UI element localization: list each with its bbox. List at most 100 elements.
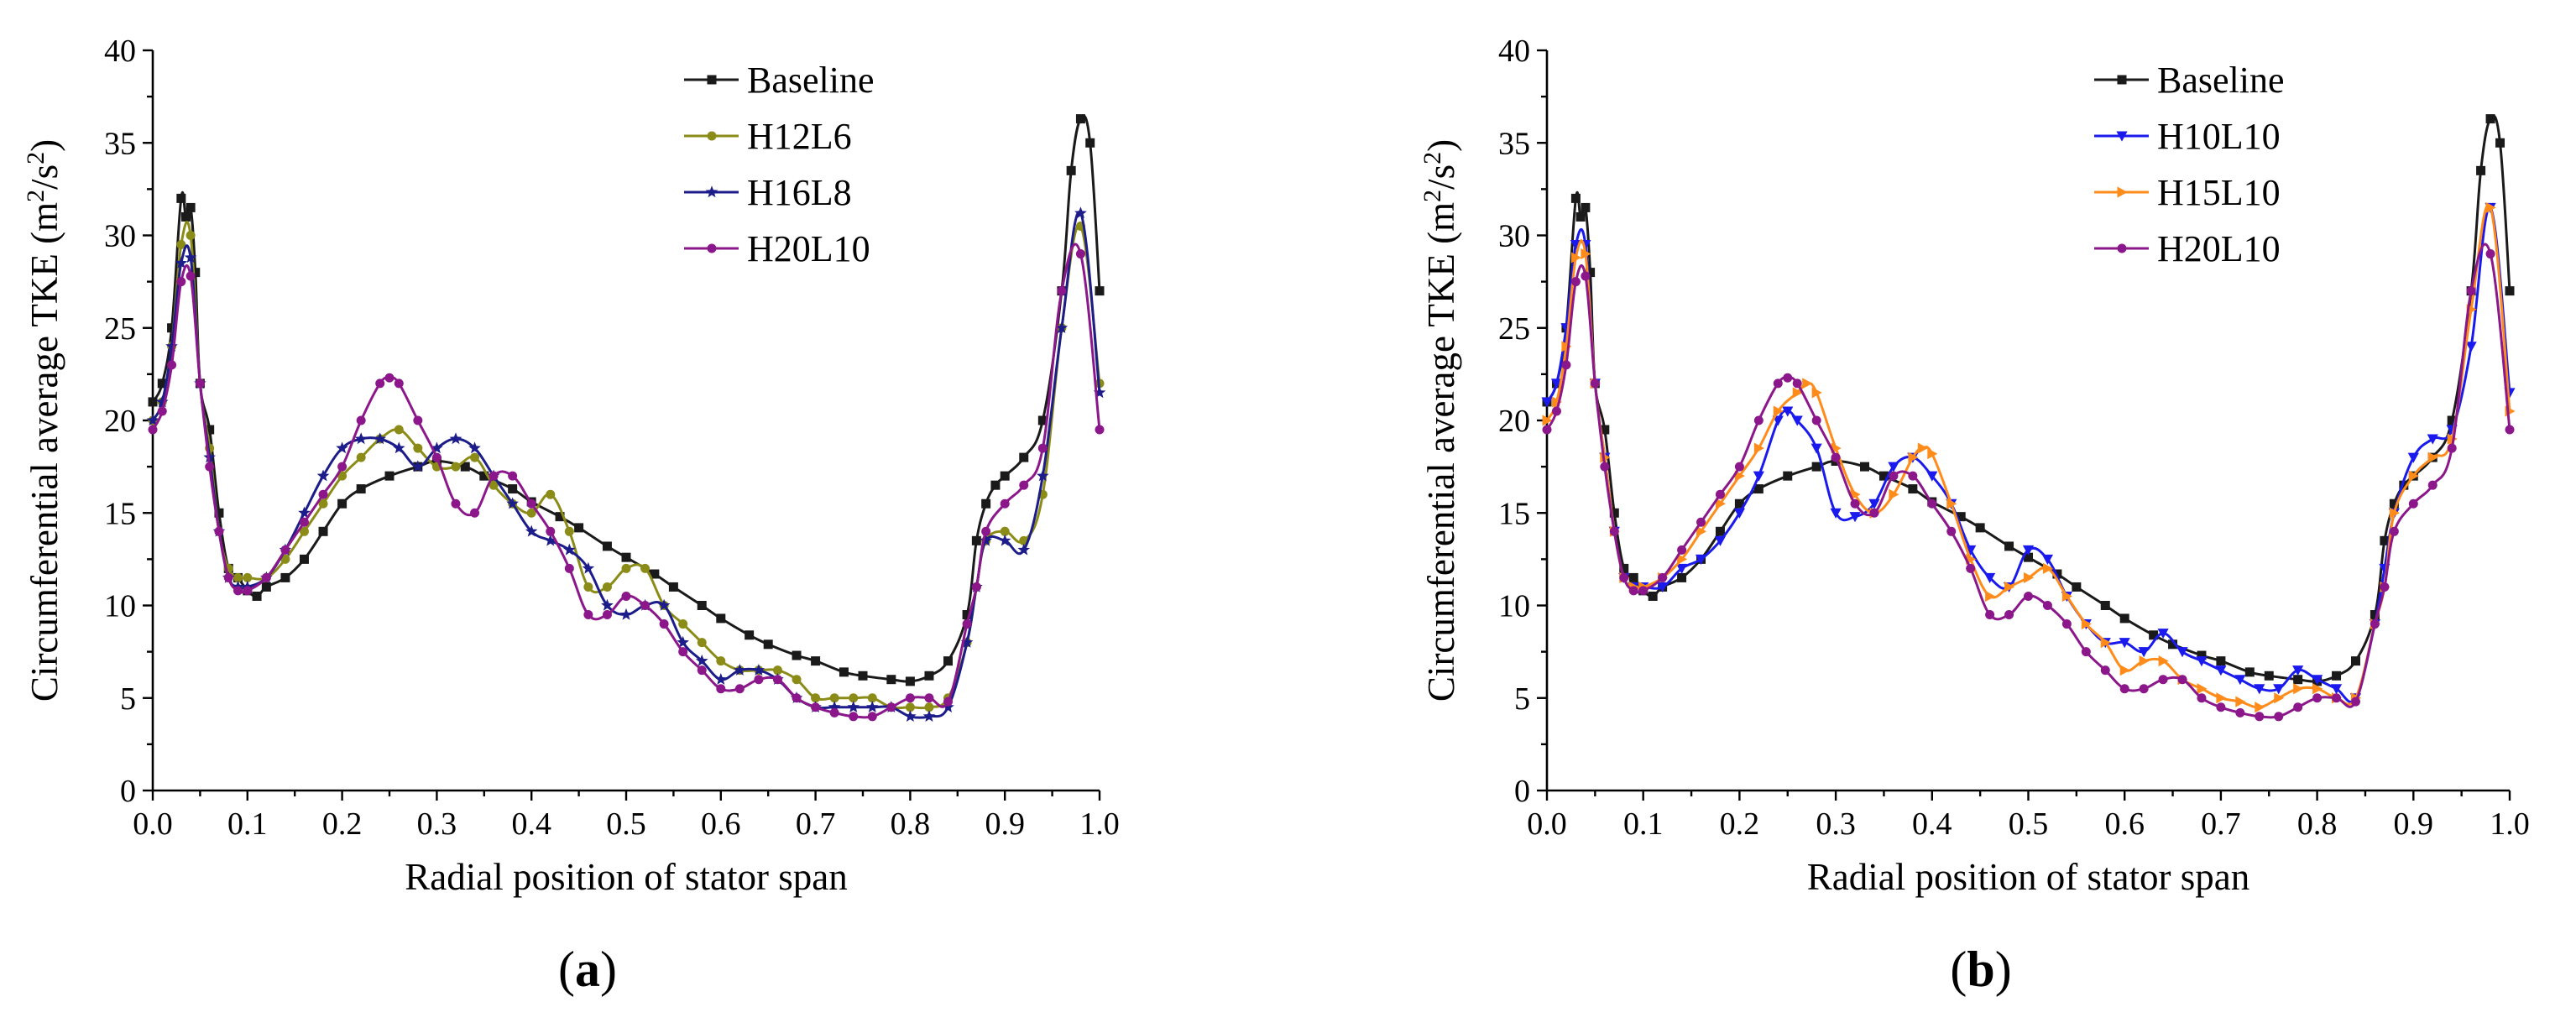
- data-point: [2389, 526, 2399, 536]
- legend-item: H16L8: [684, 172, 852, 213]
- data-point: [1908, 484, 1918, 494]
- legend-item: H20L10: [684, 228, 870, 269]
- data-point: [2139, 655, 2150, 667]
- data-point: [2389, 507, 2400, 519]
- y-tick-label: 0: [120, 774, 136, 809]
- x-tick-label: 0.4: [511, 806, 551, 842]
- data-point: [1926, 471, 1938, 482]
- data-point: [2139, 684, 2149, 694]
- x-tick-label: 0.5: [2009, 806, 2049, 842]
- data-point: [146, 414, 159, 426]
- series-line: [1545, 243, 2511, 719]
- y-tick-label: 20: [1498, 404, 1530, 439]
- data-point: [981, 526, 991, 536]
- data-point: [2264, 671, 2274, 681]
- data-point: [583, 582, 593, 592]
- data-point: [508, 484, 518, 494]
- data-point: [763, 639, 773, 650]
- data-point: [2061, 619, 2072, 629]
- data-point: [659, 619, 669, 629]
- legend-marker: [2116, 131, 2128, 142]
- data-point: [2196, 656, 2208, 667]
- data-point: [2332, 671, 2342, 681]
- data-point: [2427, 451, 2438, 463]
- data-point: [261, 572, 271, 582]
- data-point: [1927, 448, 1938, 460]
- y-tick-label: 35: [104, 126, 136, 161]
- data-point: [2485, 249, 2495, 259]
- data-point: [621, 552, 631, 562]
- data-point: [544, 534, 557, 546]
- x-tick-label: 0.7: [2201, 806, 2241, 842]
- data-point: [508, 471, 518, 481]
- data-point: [866, 701, 879, 712]
- data-point: [176, 193, 186, 203]
- data-point: [214, 526, 224, 536]
- data-point: [2004, 581, 2015, 593]
- data-point: [1542, 415, 1553, 426]
- legend-label: H12L6: [747, 116, 852, 157]
- legend-marker: [707, 243, 717, 253]
- data-point: [2312, 693, 2323, 703]
- data-point: [546, 489, 556, 499]
- legend: Baseline H10L10 H15L10 H20L10: [2094, 60, 2285, 269]
- data-point: [1677, 545, 1687, 555]
- data-point: [1811, 462, 1821, 472]
- data-point: [1657, 582, 1669, 593]
- data-point: [2370, 619, 2380, 629]
- data-point: [2176, 647, 2188, 658]
- legend-item: Baseline: [2094, 60, 2285, 101]
- data-point: [2024, 591, 2033, 601]
- data-point: [1753, 471, 1764, 482]
- data-point: [745, 630, 755, 640]
- data-point: [1057, 286, 1067, 296]
- data-point: [2427, 434, 2438, 445]
- data-point: [1965, 545, 1977, 556]
- data-point: [792, 693, 802, 703]
- data-point: [2274, 712, 2284, 722]
- data-point: [2004, 610, 2014, 620]
- legend-label: H20L10: [2157, 228, 2281, 269]
- data-point: [2024, 571, 2035, 584]
- legend-label: H15L10: [2157, 172, 2281, 213]
- data-point: [318, 526, 328, 536]
- data-point: [431, 452, 442, 462]
- data-point: [697, 638, 707, 648]
- data-point: [1066, 165, 1076, 175]
- data-point: [1830, 508, 1842, 519]
- x-tick-label: 0.5: [606, 806, 646, 842]
- data-point: [1075, 249, 1085, 259]
- data-point: [564, 526, 574, 536]
- data-point: [650, 569, 660, 579]
- data-point: [205, 462, 215, 472]
- data-point: [252, 591, 262, 601]
- data-point: [697, 601, 707, 610]
- data-point: [1908, 451, 1919, 463]
- data-point: [470, 452, 480, 462]
- data-point: [526, 498, 536, 509]
- data-point: [716, 613, 726, 624]
- data-point: [2177, 675, 2187, 685]
- data-point: [1677, 572, 1687, 582]
- data-point: [829, 707, 839, 718]
- data-point: [1733, 508, 1745, 519]
- data-point: [678, 647, 688, 657]
- data-point: [1581, 271, 1591, 281]
- legend-marker: [2117, 243, 2127, 253]
- data-point: [1715, 489, 1725, 499]
- data-point: [2495, 138, 2505, 148]
- data-point: [2119, 684, 2129, 694]
- y-tick-label: 40: [1498, 34, 1530, 69]
- data-point: [1570, 277, 1581, 287]
- data-point: [924, 671, 934, 681]
- data-point: [1753, 484, 1763, 494]
- legend-marker: [707, 131, 717, 141]
- data-point: [1753, 442, 1764, 454]
- data-point: [299, 526, 309, 536]
- data-point: [336, 441, 348, 454]
- data-point: [2330, 684, 2343, 695]
- data-point: [1093, 386, 1106, 399]
- data-point: [867, 693, 877, 703]
- data-point: [574, 523, 584, 533]
- data-point: [2427, 480, 2438, 490]
